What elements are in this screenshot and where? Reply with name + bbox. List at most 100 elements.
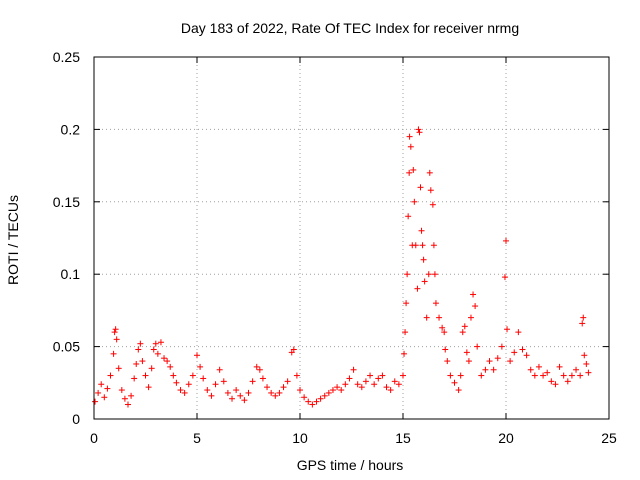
data-point bbox=[110, 350, 117, 357]
data-point bbox=[580, 314, 587, 321]
data-point bbox=[256, 366, 263, 373]
data-point bbox=[104, 385, 111, 392]
data-point bbox=[404, 271, 411, 278]
data-point bbox=[150, 346, 157, 353]
data-point bbox=[417, 184, 424, 191]
data-point bbox=[474, 343, 481, 350]
data-point bbox=[161, 355, 168, 362]
data-point bbox=[204, 387, 211, 394]
data-point bbox=[560, 372, 567, 379]
data-point bbox=[451, 379, 458, 386]
data-point bbox=[523, 352, 530, 359]
data-point bbox=[507, 358, 514, 365]
data-point bbox=[342, 381, 349, 388]
data-point bbox=[185, 381, 192, 388]
data-point bbox=[527, 366, 534, 373]
data-point bbox=[573, 366, 580, 373]
data-point bbox=[157, 339, 164, 346]
data-point bbox=[272, 392, 279, 399]
data-point bbox=[540, 372, 547, 379]
data-point bbox=[387, 387, 394, 394]
data-point bbox=[415, 126, 422, 133]
data-point bbox=[447, 372, 454, 379]
data-point bbox=[264, 384, 271, 391]
y-tick-labels: 0 0.05 0.1 0.15 0.2 0.25 bbox=[53, 49, 80, 427]
data-point bbox=[579, 320, 586, 327]
data-point bbox=[259, 375, 266, 382]
data-point bbox=[472, 303, 479, 310]
y-tick-label: 0.05 bbox=[53, 339, 80, 355]
data-point bbox=[135, 346, 142, 353]
x-tick-labels: 0 5 10 15 20 25 bbox=[90, 430, 617, 446]
data-point bbox=[429, 201, 436, 208]
data-point bbox=[544, 369, 551, 376]
data-point bbox=[137, 340, 144, 347]
data-point bbox=[293, 372, 300, 379]
data-point bbox=[442, 346, 449, 353]
data-point bbox=[164, 358, 171, 365]
data-point bbox=[131, 375, 138, 382]
data-point bbox=[465, 358, 472, 365]
data-point bbox=[552, 381, 559, 388]
data-point bbox=[402, 329, 409, 336]
data-point bbox=[111, 329, 118, 336]
data-point bbox=[313, 398, 320, 405]
data-point bbox=[391, 378, 398, 385]
data-point bbox=[504, 326, 511, 333]
data-point bbox=[486, 358, 493, 365]
data-point bbox=[297, 387, 303, 394]
data-point bbox=[581, 352, 588, 359]
data-point bbox=[133, 360, 140, 367]
data-point bbox=[350, 366, 357, 373]
data-point bbox=[229, 395, 236, 402]
data-point bbox=[276, 389, 283, 396]
data-point bbox=[430, 242, 437, 249]
data-point bbox=[358, 384, 365, 391]
data-point bbox=[577, 372, 584, 379]
data-point bbox=[245, 389, 252, 396]
data-point bbox=[367, 372, 374, 379]
plot-frame bbox=[93, 56, 610, 420]
data-point bbox=[482, 366, 489, 373]
data-point bbox=[436, 314, 443, 321]
data-point bbox=[416, 129, 423, 136]
data-point bbox=[334, 384, 341, 391]
data-point bbox=[113, 336, 120, 343]
data-point bbox=[383, 384, 390, 391]
data-point bbox=[95, 389, 102, 396]
data-point bbox=[395, 381, 402, 388]
data-point bbox=[548, 378, 555, 385]
data-point bbox=[426, 169, 433, 176]
data-point bbox=[241, 397, 248, 404]
data-point bbox=[115, 365, 122, 372]
data-point bbox=[467, 314, 474, 321]
data-point bbox=[478, 372, 485, 379]
data-point bbox=[212, 381, 219, 388]
y-tick-label: 0.15 bbox=[53, 194, 80, 210]
data-point bbox=[92, 398, 99, 405]
data-point bbox=[362, 378, 369, 385]
data-point bbox=[354, 381, 361, 388]
data-point bbox=[152, 340, 159, 347]
data-point bbox=[290, 346, 297, 353]
data-point bbox=[253, 363, 260, 370]
data-point bbox=[338, 387, 345, 394]
data-point bbox=[118, 387, 125, 394]
data-point bbox=[128, 392, 135, 399]
data-point bbox=[439, 324, 446, 331]
data-point bbox=[418, 227, 425, 234]
data-point bbox=[432, 300, 439, 307]
data-point bbox=[305, 398, 312, 405]
data-point bbox=[284, 378, 291, 385]
data-point bbox=[457, 372, 464, 379]
data-point bbox=[309, 401, 316, 408]
data-point bbox=[98, 381, 105, 388]
data-point bbox=[154, 350, 161, 357]
data-point bbox=[124, 401, 131, 408]
data-point bbox=[564, 378, 571, 385]
data-point bbox=[189, 372, 196, 379]
data-point bbox=[494, 355, 501, 362]
data-points bbox=[92, 126, 592, 408]
data-point bbox=[585, 369, 592, 376]
